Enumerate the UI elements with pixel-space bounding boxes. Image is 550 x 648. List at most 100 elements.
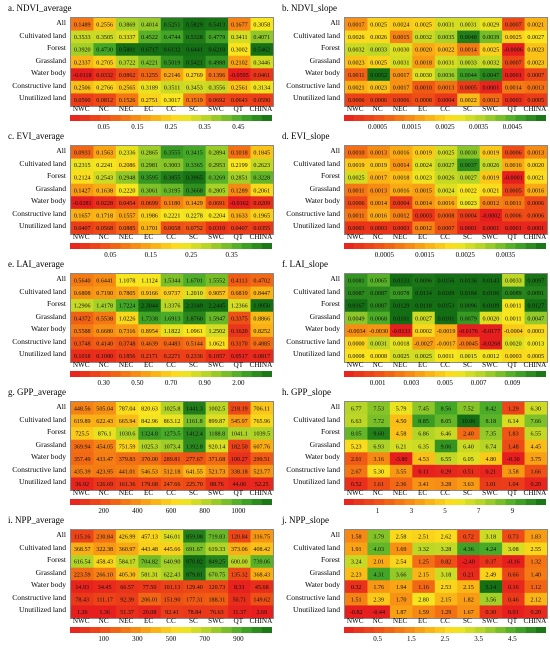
colorbar-tick-top: 0.010 xyxy=(510,371,524,373)
cell-value: 0.1018 xyxy=(231,151,248,157)
heatmap-cell xyxy=(479,171,503,185)
colorbar-segment xyxy=(495,243,506,249)
heatmap-cell xyxy=(412,477,436,490)
cell-value: 0.0332 xyxy=(96,73,113,79)
heatmap-cell xyxy=(345,402,368,415)
cell-value: 0.0184 xyxy=(460,291,477,297)
heatmap-cell xyxy=(228,55,251,69)
colorbar-segment xyxy=(394,499,405,505)
column-label: NC xyxy=(372,233,383,241)
row-label: Water body xyxy=(30,580,66,590)
colorbar-segment xyxy=(140,243,152,249)
colorbar-segment xyxy=(515,499,527,505)
colorbar-segment xyxy=(201,371,212,377)
heatmap-cell xyxy=(71,439,94,453)
heatmap-cell xyxy=(389,286,413,300)
colorbar-segment xyxy=(130,115,141,121)
column-label: CHINA xyxy=(523,617,547,625)
cell-value: 0.0003 xyxy=(393,226,410,232)
heatmap-cell xyxy=(502,171,525,185)
cell-value: 0.3748 xyxy=(119,341,136,347)
column-label: EC xyxy=(417,361,428,369)
row-label: Grassland xyxy=(309,55,340,65)
cell-value: 357.49 xyxy=(74,457,91,463)
colorbar-tick-top: 0.0020 xyxy=(403,115,420,117)
cell-value: 0.0001 xyxy=(483,85,500,91)
colorbar-segment xyxy=(201,627,212,633)
cell-value: 0.0001 xyxy=(505,226,522,232)
heatmap-cell xyxy=(93,299,117,313)
heatmap-cell xyxy=(479,555,503,569)
heatmap-cell xyxy=(183,567,206,581)
cell-value: 52.25 xyxy=(255,482,269,488)
row-label: Forest xyxy=(47,299,66,309)
cell-value: 0.4014 xyxy=(141,23,158,29)
heatmap-cell xyxy=(71,171,94,185)
heatmap-cell xyxy=(160,427,184,441)
cell-value: 2.01 xyxy=(351,457,362,463)
cell-value: 0.0007 xyxy=(438,226,455,232)
heatmap-cell xyxy=(183,324,206,338)
cell-value: 0.2146 xyxy=(164,73,181,79)
cell-value: 2.69 xyxy=(256,610,267,616)
cell-value: 0.0019 xyxy=(348,163,365,169)
cell-value: 0.0003 xyxy=(505,98,522,104)
cell-value: 0.0014 xyxy=(505,85,522,91)
colorbar-tick-bottom: 0.05 xyxy=(98,123,111,131)
colorbar-tick-bottom: 0.0045 xyxy=(503,123,523,131)
cell-value: 0.4702 xyxy=(253,279,270,285)
row-label: Forest xyxy=(47,555,66,565)
column-label: NWC xyxy=(72,617,90,625)
heatmap-cell xyxy=(524,336,547,350)
heatmap-cell xyxy=(367,18,391,31)
column-label: NC xyxy=(372,489,383,497)
cell-value: 0.0024 xyxy=(393,23,410,29)
heatmap-cell xyxy=(71,464,94,478)
cell-value: 1.32 xyxy=(530,560,541,566)
heatmap-cell xyxy=(412,43,436,57)
heatmap-cell xyxy=(205,452,229,466)
colorbar-segment xyxy=(251,627,263,633)
cell-value: 0.0590 xyxy=(253,98,270,104)
cell-value: 0.2199 xyxy=(231,163,248,169)
cell-value: 0.0030 xyxy=(393,48,410,54)
cell-value: 0.0012 xyxy=(483,201,500,207)
heatmap-cell xyxy=(389,336,413,350)
heatmap-cell xyxy=(345,146,368,159)
cell-value: 0.0031 xyxy=(438,60,455,66)
colorbar-segment xyxy=(110,243,121,249)
cell-value: 3.58 xyxy=(508,469,519,475)
row-label: Constructive land xyxy=(12,592,66,602)
cell-value: 7.53 xyxy=(373,407,384,413)
colorbar-segment xyxy=(505,115,516,121)
cell-value: 0.0011 xyxy=(505,316,522,322)
colorbar-tick-top: 200 xyxy=(133,627,142,629)
heatmap-cell xyxy=(457,464,480,478)
heatmap-cell xyxy=(479,580,503,594)
cell-value: 619.89 xyxy=(74,419,91,425)
cell-value: 0.0047 xyxy=(527,316,544,322)
colorbar-segment xyxy=(100,243,111,249)
heatmap-cell xyxy=(434,464,458,478)
heatmap-cell xyxy=(434,18,458,31)
colorbar-segment xyxy=(374,243,385,249)
cell-value: 0.1429 xyxy=(186,201,203,207)
cell-value: 338.18 xyxy=(231,469,248,475)
heatmap-cell xyxy=(160,158,184,172)
heatmap-cell xyxy=(183,464,206,478)
column-label: NEC xyxy=(392,233,408,241)
heatmap-cell xyxy=(183,171,206,185)
cell-value: 0.6210 xyxy=(209,48,226,54)
column-label: NEC xyxy=(118,361,134,369)
colorbar-segment xyxy=(80,627,91,633)
heatmap-cell xyxy=(250,208,273,222)
cell-value: 0.0003 xyxy=(527,329,544,335)
heatmap-cell xyxy=(205,221,229,234)
colorbar-segment xyxy=(354,627,365,633)
heatmap-cell xyxy=(457,592,480,606)
cell-value: 0.0015 xyxy=(415,188,432,194)
cell-value: -0.0045 xyxy=(459,341,478,347)
heatmap-cell xyxy=(228,311,251,325)
column-label: NC xyxy=(98,489,109,497)
heatmap-cell xyxy=(93,221,117,234)
